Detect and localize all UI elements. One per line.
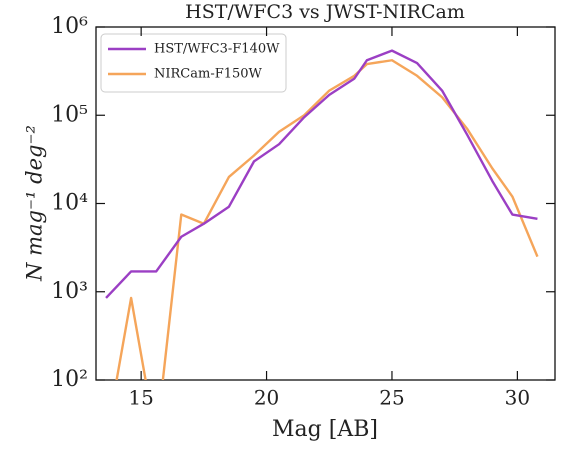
line-series (115, 59, 539, 380)
x-tick-label: 30 (505, 386, 530, 410)
y-tick-label: 10⁵ (51, 102, 88, 127)
y-tick-label: 10⁶ (51, 14, 88, 39)
y-tick-label: 10³ (51, 279, 88, 304)
x-tick-label: 15 (128, 386, 153, 410)
legend-label: NIRCam-F150W (154, 67, 263, 82)
chart-title: HST/WFC3 vs JWST-NIRCam (185, 1, 465, 23)
legend-label: HST/WFC3-F140W (154, 42, 280, 57)
x-tick-label: 20 (254, 386, 279, 410)
line-series (105, 49, 538, 299)
x-tick-label: 25 (379, 386, 404, 410)
y-axis-label: N mag⁻¹ deg⁻² (23, 125, 47, 282)
plot-area (105, 49, 539, 380)
legend-box (100, 33, 287, 93)
legend: HST/WFC3-F140W NIRCam-F150W (100, 33, 287, 93)
y-tick-label: 10² (51, 367, 88, 392)
x-axis-label: Mag [AB] (272, 417, 378, 442)
y-tick-label: 10⁴ (51, 191, 88, 216)
